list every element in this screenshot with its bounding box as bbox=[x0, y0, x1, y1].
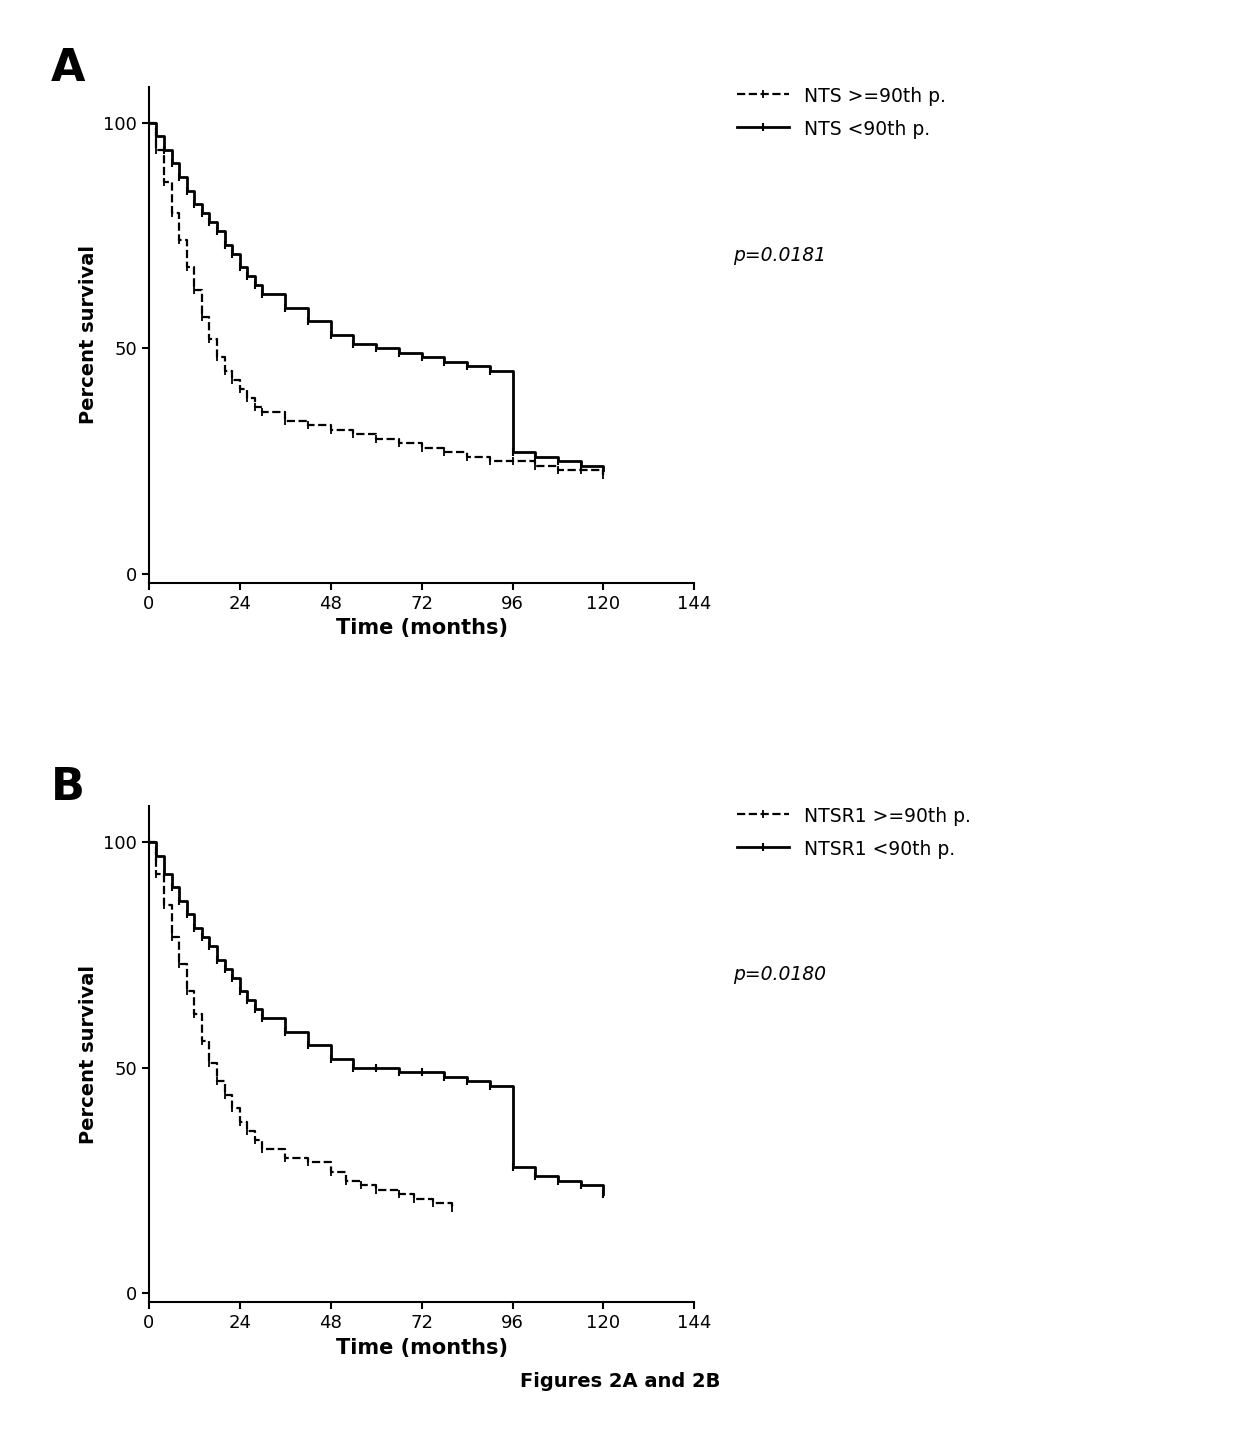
Y-axis label: Percent survival: Percent survival bbox=[78, 965, 98, 1143]
Text: p=0.0181: p=0.0181 bbox=[733, 246, 826, 265]
Legend: NTS >=90th p., NTS <90th p.: NTS >=90th p., NTS <90th p. bbox=[737, 87, 946, 139]
Text: A: A bbox=[51, 48, 86, 90]
Text: Figures 2A and 2B: Figures 2A and 2B bbox=[520, 1372, 720, 1392]
Text: B: B bbox=[51, 767, 84, 809]
Text: p=0.0180: p=0.0180 bbox=[733, 965, 826, 984]
X-axis label: Time (months): Time (months) bbox=[336, 1337, 507, 1357]
Legend: NTSR1 >=90th p., NTSR1 <90th p.: NTSR1 >=90th p., NTSR1 <90th p. bbox=[737, 806, 971, 858]
X-axis label: Time (months): Time (months) bbox=[336, 618, 507, 638]
Y-axis label: Percent survival: Percent survival bbox=[78, 246, 98, 424]
